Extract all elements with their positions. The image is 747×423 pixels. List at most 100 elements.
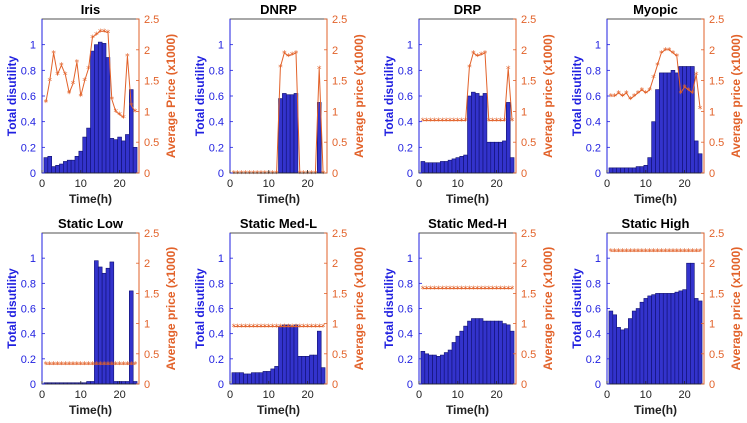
price-point: * [274,170,279,180]
price-point: * [301,323,306,333]
y-right-tick-label: 2 [709,258,715,270]
price-point: * [290,323,295,333]
price-point: * [270,170,275,180]
price-point: * [317,65,322,75]
chart-panel-5: * * * * * * * * * * * * * * * * * * * * * * * *0 10 2000.20.40.60… [5,216,178,417]
price-point: * [113,361,118,371]
x-tick-label: 0 [39,178,45,190]
y-right-tick-label: 2.5 [709,228,724,240]
bar [428,354,433,385]
y-left-tick-label: 0.6 [398,91,413,103]
price-point: * [251,170,256,180]
price-point: * [82,77,87,87]
y-left-tick-label: 1 [30,40,36,52]
bar [616,167,621,174]
y-left-tick-label: 1 [30,253,36,265]
bar [443,161,449,174]
bar [670,293,676,385]
price-point: * [79,361,84,371]
bar [47,156,52,174]
price-point: * [86,65,91,75]
bar [678,290,683,385]
price-point: * [444,117,449,127]
price-point: * [321,170,326,180]
y-left-tick-label: 0.8 [398,65,413,77]
y-left-tick-label: 0.2 [209,142,224,154]
plot-area [42,233,139,384]
bar [482,320,488,385]
price-point: * [67,89,72,99]
price-point: * [243,170,248,180]
price-point: * [313,170,318,180]
y-left-tick-label: 0.8 [21,65,36,77]
bar [63,161,68,174]
price-point: * [479,51,484,61]
bar [86,127,91,174]
price-point: * [121,361,126,371]
y-left-tick-label: 0.6 [586,91,601,103]
x-axis-label: Time(h) [257,192,300,206]
bar [125,134,130,174]
bar [631,310,637,385]
y-right-tick-label: 0 [332,379,338,391]
y-left-tick-label: 0.6 [398,304,413,316]
bar [274,366,279,385]
price-point: * [694,71,699,81]
y-left-axis-label: Total disutility [570,55,584,136]
y-right-axis-label: Average Price (x1000) [164,34,178,158]
bar [608,310,614,385]
price-point: * [616,89,621,99]
price-point: * [247,170,252,180]
y-left-tick-label: 0 [407,168,413,180]
x-axis-label: Time(h) [69,403,112,417]
bar [66,159,72,174]
bar [624,328,629,385]
chart-title: Static Med-L [240,216,317,231]
bar [674,72,680,174]
bar [628,167,633,174]
x-axis-label: Time(h) [634,192,677,206]
price-point: * [663,46,668,56]
price-point: * [55,361,60,371]
price-point: * [255,170,260,180]
price-point: * [298,323,303,333]
x-axis-label: Time(h) [446,192,489,206]
bar [494,141,499,174]
y-left-tick-label: 0.2 [209,354,224,366]
price-point: * [494,285,499,295]
price-point: * [479,285,484,295]
bar [282,93,287,174]
y-right-tick-label: 2.5 [332,228,347,240]
bar [686,262,691,385]
price-point: * [59,62,64,72]
y-right-tick-label: 2 [521,258,527,270]
price-point: * [659,49,664,59]
chart-title: Static Med-H [428,216,507,231]
bar [121,140,126,174]
y-left-tick-label: 0 [30,379,36,391]
price-line [45,30,136,119]
y-left-tick-label: 0.6 [209,304,224,316]
bar [639,166,645,174]
price-point: * [624,248,629,258]
chart-panel-2: * * * * * * * * * * * *** * * ** * * * ***0 10 2000.20.40.60… [193,2,366,206]
price-point: * [463,117,468,127]
bar [474,318,480,385]
bar [289,94,295,174]
price-point: * [620,248,625,258]
y-right-tick-label: 1 [144,106,150,118]
chart-title: Iris [81,2,101,17]
bar [682,289,687,385]
price-point: * [421,285,426,295]
y-right-tick-label: 0 [709,168,715,180]
bar [471,318,476,385]
price-point: * [321,323,326,333]
x-tick-label: 20 [490,178,502,190]
x-tick-label: 10 [263,178,275,190]
price-point: * [444,285,449,295]
price-point: * [294,49,299,59]
y-left-tick-label: 0 [407,379,413,391]
price-point: * [690,248,695,258]
price-point: * [432,117,437,127]
chart-title: Static Low [58,216,124,231]
